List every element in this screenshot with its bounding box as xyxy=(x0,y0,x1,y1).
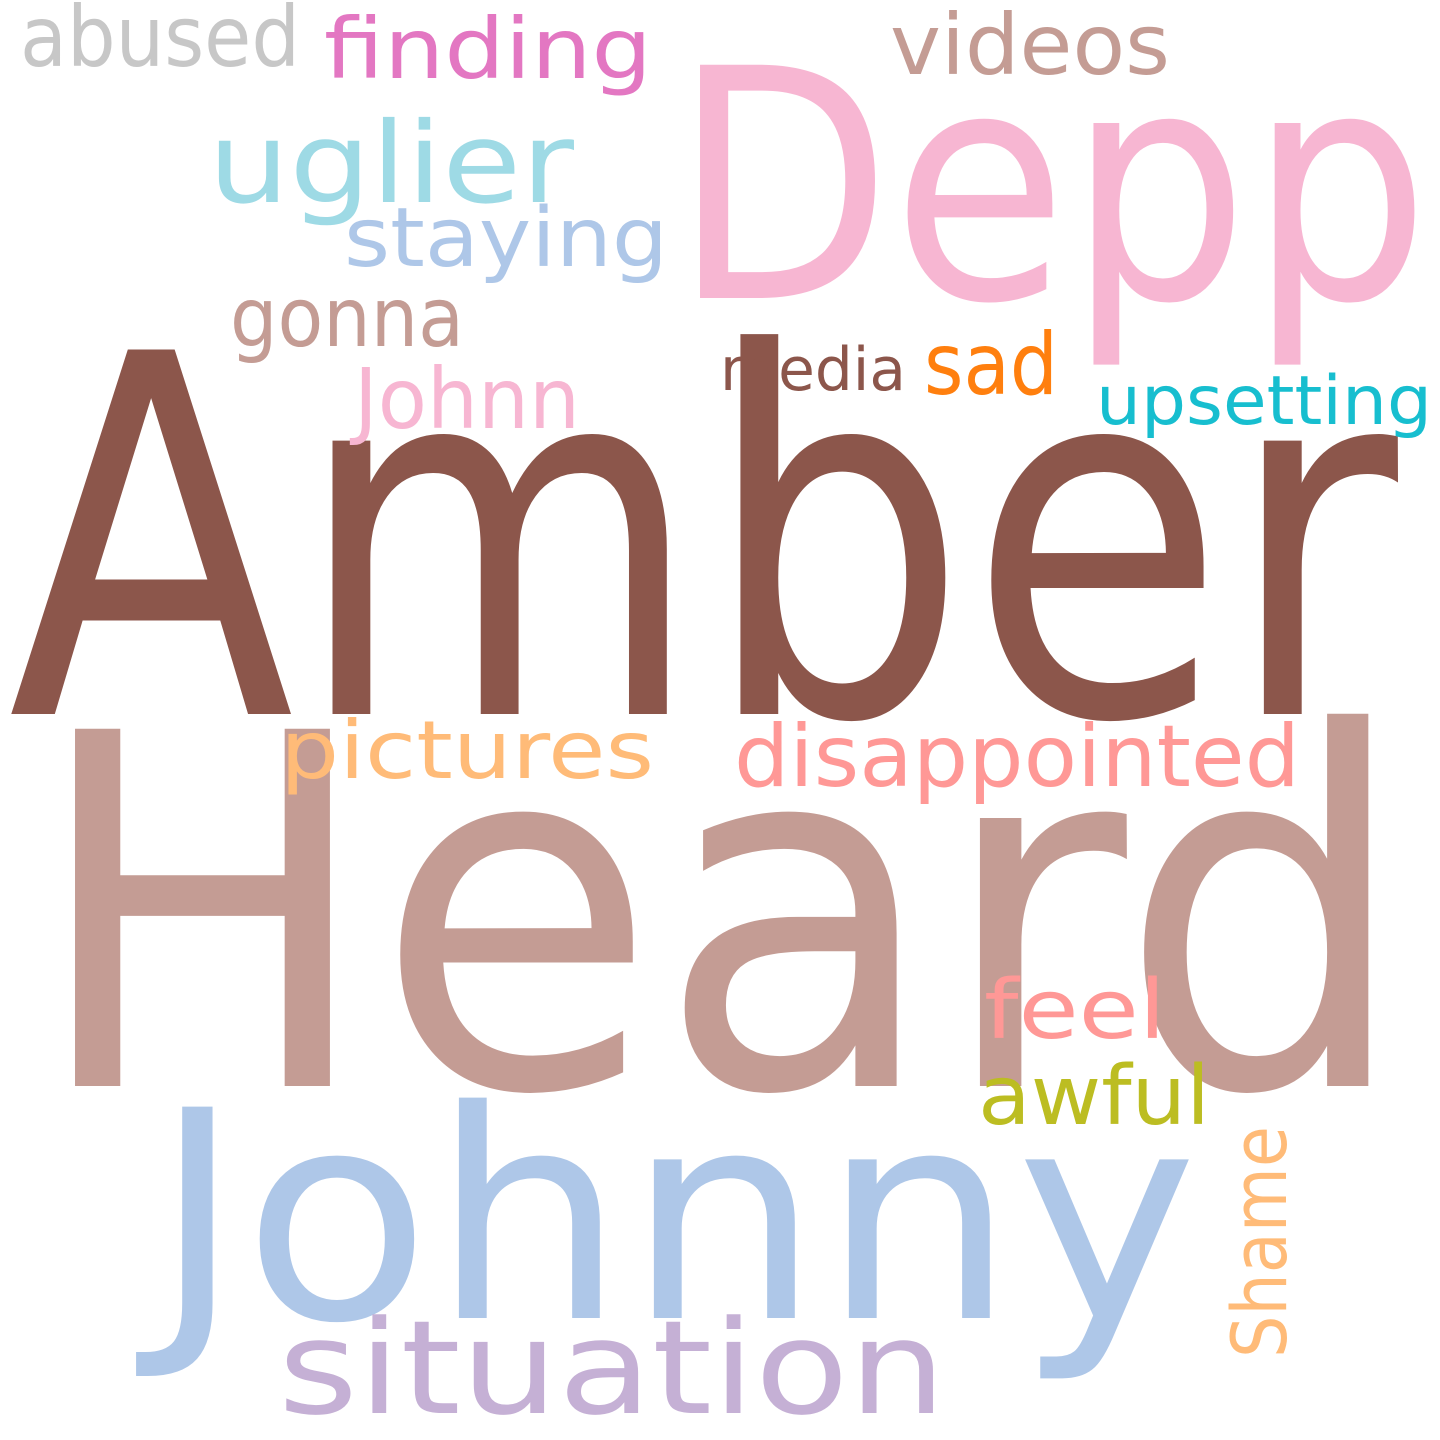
word-finding: finding xyxy=(324,0,652,98)
word-awful: awful xyxy=(978,1049,1210,1144)
word-upsetting: upsetting xyxy=(1096,362,1432,441)
word-situation: situation xyxy=(278,1292,946,1440)
word-heard: Heard xyxy=(30,631,1410,1202)
word-abused: abused xyxy=(20,0,300,86)
word-shame: Shame xyxy=(1215,1126,1304,1358)
word-disappointed: disappointed xyxy=(734,707,1300,807)
word-johnny: Johnny xyxy=(133,1050,1198,1387)
word-media: media xyxy=(720,335,906,405)
word-feel: feel xyxy=(984,963,1166,1058)
word-pictures: pictures xyxy=(280,704,654,797)
word-staying: staying xyxy=(344,191,668,286)
word-videos: videos xyxy=(890,0,1170,94)
word-amber: Amber xyxy=(8,250,1402,832)
word-sad: sad xyxy=(924,315,1058,415)
word-gonna: gonna xyxy=(230,271,464,366)
word-uglier: uglier xyxy=(208,99,575,229)
word-depp: Depp xyxy=(672,2,1430,374)
word-johnn: Johnn xyxy=(349,350,580,448)
